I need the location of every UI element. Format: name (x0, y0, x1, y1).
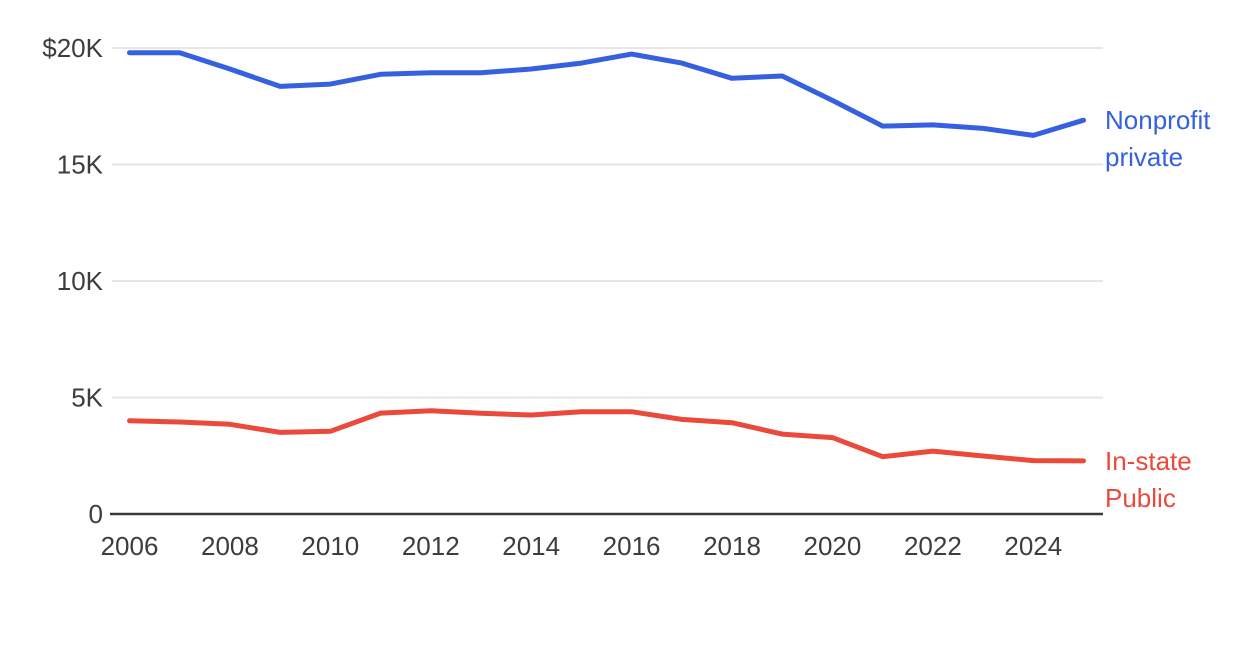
series-label-line: Public (1105, 483, 1176, 513)
y-axis-tick-label: $20K (42, 33, 103, 63)
series-label-line: private (1105, 142, 1183, 172)
x-axis-tick-label: 2018 (703, 531, 761, 561)
x-axis-tick-label: 2016 (603, 531, 661, 561)
series-line-in-state-public (127, 408, 1086, 464)
y-axis-tick-label: 5K (71, 383, 103, 413)
series-label-in-state-public: In-state Public (1105, 446, 1192, 513)
x-axis-tick-label: 2024 (1004, 531, 1062, 561)
series-label-nonprofit-private: Nonprofit private (1105, 105, 1211, 172)
x-axis-tick-label: 2006 (101, 531, 159, 561)
y-axis-tick-label: 0 (89, 499, 103, 529)
y-axis-tick-label: 15K (57, 150, 104, 180)
x-axis-tick-label: 2010 (301, 531, 359, 561)
series-label-line: Nonprofit (1105, 105, 1211, 135)
series-line-nonprofit-private (127, 50, 1086, 138)
x-axis-tick-label: 2022 (904, 531, 962, 561)
x-axis-tick-label: 2012 (402, 531, 460, 561)
x-axis-tick-label: 2008 (201, 531, 259, 561)
y-axis-tick-label: 10K (57, 266, 104, 296)
series-label-line: In-state (1105, 446, 1192, 476)
x-axis-tick-label: 2020 (804, 531, 862, 561)
x-axis-tick-label: 2014 (502, 531, 560, 561)
